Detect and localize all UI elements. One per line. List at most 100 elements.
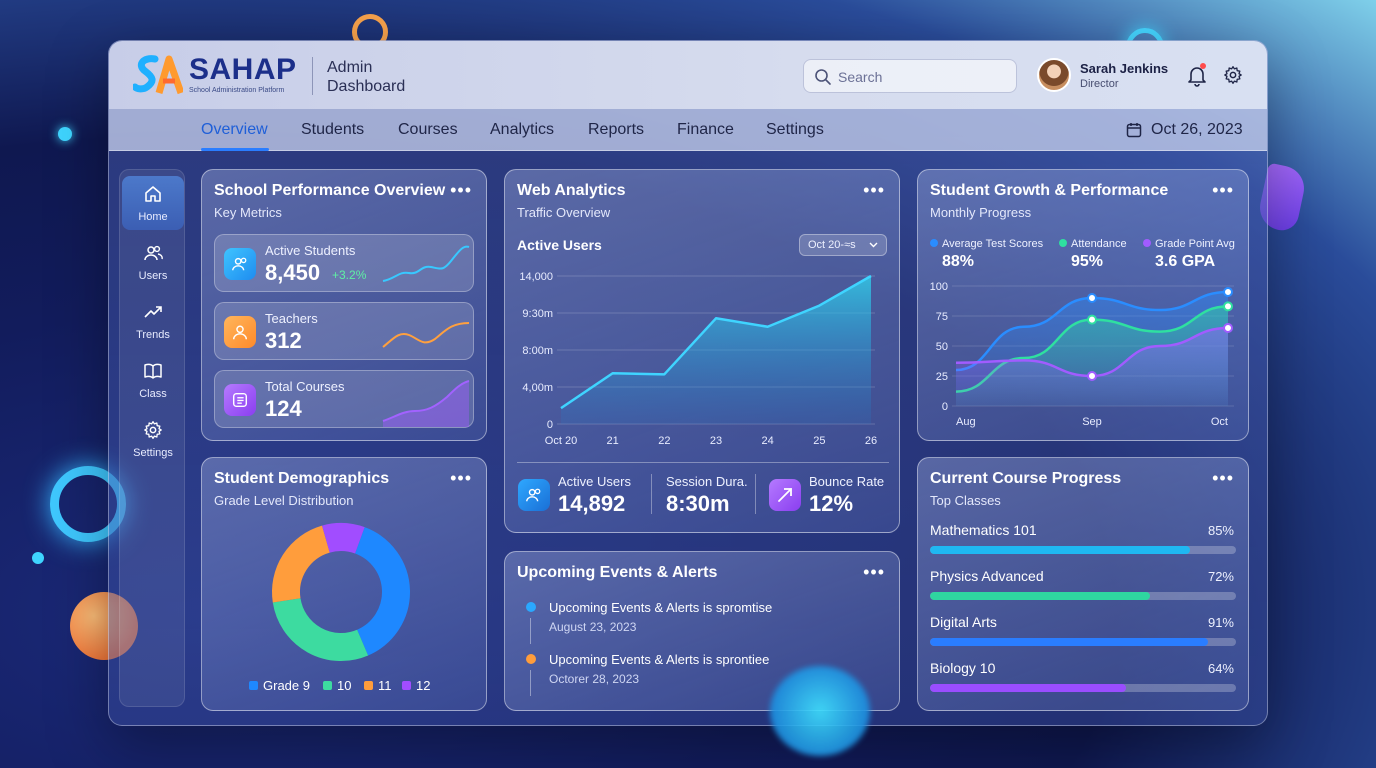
more-menu-button[interactable]: •••: [450, 468, 472, 488]
stat-icon-box: [518, 479, 550, 511]
metric-teachers[interactable]: Teachers 312: [214, 302, 474, 360]
stat-value: 14,892: [558, 491, 626, 516]
progress-track: [930, 592, 1236, 600]
metric-active-students[interactable]: Active Students 8,450 +3.2%: [214, 234, 474, 292]
data-point: [1087, 371, 1097, 381]
stat-label: Active Users: [558, 474, 631, 489]
tab-settings[interactable]: Settings: [766, 121, 824, 138]
course-percent: 72%: [1207, 569, 1234, 584]
metric-total-courses[interactable]: Total Courses 124: [214, 370, 474, 428]
app-title-line2: Dashboard: [327, 78, 406, 95]
search-input[interactable]: [838, 67, 1008, 87]
brand-name: SAHAP: [189, 53, 297, 86]
calendar-icon: [1126, 123, 1142, 138]
legend-swatch: [402, 681, 411, 690]
progress-track: [930, 638, 1236, 646]
metric-icon-box: [224, 248, 256, 280]
gear-icon[interactable]: [1223, 65, 1243, 85]
more-menu-button[interactable]: •••: [1212, 180, 1234, 200]
legend-label: 12: [416, 678, 431, 693]
course-percent: 85%: [1207, 523, 1234, 538]
donut-slice: [354, 527, 410, 656]
stat-label: Bounce Rate: [809, 474, 885, 489]
donut-slice: [322, 523, 365, 554]
sidebar-item-label: Class: [139, 388, 167, 400]
sidebar-item-class[interactable]: Class: [122, 353, 184, 407]
metric-label: Teachers: [265, 311, 318, 326]
tab-reports[interactable]: Reports: [588, 121, 645, 138]
legend-label: Grade Point Avg: [1155, 238, 1235, 250]
sidebar-item-home[interactable]: Home: [122, 176, 184, 230]
event-title[interactable]: Upcoming Events & Alerts is sprontiee: [549, 652, 769, 667]
x-tick-label: 21: [607, 435, 619, 447]
data-point: [1087, 314, 1097, 325]
y-tick-label: 9:30m: [522, 308, 553, 320]
chart-title: Active Users: [517, 237, 602, 253]
event-marker: [526, 654, 536, 664]
x-tick-label: 26: [865, 435, 877, 447]
search-box[interactable]: [803, 59, 1017, 93]
legend-swatch: [930, 239, 938, 247]
user-name[interactable]: Sarah Jenkins: [1080, 61, 1169, 76]
sidebar-item-trends[interactable]: Trends: [122, 294, 184, 348]
data-point: [1223, 301, 1233, 312]
x-tick-label: 22: [658, 435, 670, 447]
more-menu-button[interactable]: •••: [1212, 468, 1234, 488]
legend-label: 10: [337, 678, 352, 693]
tab-students[interactable]: Students: [301, 121, 365, 138]
legend-swatch: [1143, 239, 1151, 247]
y-tick-label: 75: [936, 311, 948, 323]
event-date: August 23, 2023: [549, 620, 637, 634]
chevron-down-icon: [869, 242, 878, 248]
avatar[interactable]: [1037, 58, 1071, 92]
series-line: [560, 274, 872, 410]
tab-overview[interactable]: Overview: [201, 121, 268, 138]
tab-courses[interactable]: Courses: [398, 121, 458, 138]
home-icon: [145, 186, 161, 202]
demographics-card: Student Demographics Grade Level Distrib…: [201, 457, 487, 711]
divider: [651, 474, 652, 514]
sparkline: [382, 380, 470, 427]
user-icon: [232, 325, 248, 340]
card-title: Upcoming Events & Alerts: [517, 564, 718, 581]
timeline-line: [530, 670, 531, 696]
bell-icon[interactable]: [1187, 65, 1207, 87]
more-menu-button[interactable]: •••: [863, 180, 885, 200]
card-title: Web Analytics: [517, 182, 626, 199]
tab-analytics[interactable]: Analytics: [490, 121, 555, 138]
top-bar: SAHAP School Administration Platform Adm…: [109, 41, 1267, 109]
legend-label: Attendance: [1071, 238, 1127, 250]
course-percent: 64%: [1207, 661, 1234, 676]
brand-tagline: School Administration Platform: [189, 87, 285, 94]
list-icon: [232, 392, 248, 408]
y-tick-label: 8:00m: [522, 345, 553, 357]
card-title: Current Course Progress: [930, 470, 1122, 487]
metric-label: Active Students: [265, 243, 356, 258]
app-title-line1: Admin: [327, 59, 373, 76]
stat-value: 12%: [809, 491, 854, 516]
legend-value: 3.6 GPA: [1155, 253, 1216, 270]
x-tick-label: Sep: [1082, 416, 1102, 428]
date-range-select[interactable]: Oct 20-≈s: [799, 234, 887, 256]
card-title: Student Growth & Performance: [930, 182, 1169, 199]
user-role: Director: [1080, 78, 1119, 90]
data-point: [1223, 287, 1233, 297]
tab-finance[interactable]: Finance: [677, 121, 734, 138]
progress-track: [930, 546, 1236, 554]
more-menu-button[interactable]: •••: [863, 562, 885, 582]
legend-item: Grade Point Avg: [1143, 238, 1235, 250]
sidebar-item-settings[interactable]: Settings: [122, 412, 184, 466]
progress-fill: [930, 546, 1191, 554]
card-subtitle: Monthly Progress: [930, 205, 1032, 220]
growth-card: Student Growth & Performance Monthly Pro…: [917, 169, 1249, 441]
divider: [312, 57, 313, 95]
more-menu-button[interactable]: •••: [450, 180, 472, 200]
events-card: Upcoming Events & Alerts ••• Upcoming Ev…: [504, 551, 900, 711]
event-title[interactable]: Upcoming Events & Alerts is spromtise: [549, 600, 772, 615]
y-tick-label: 0: [942, 401, 948, 413]
sidebar-item-users[interactable]: Users: [122, 235, 184, 289]
metric-value: 124: [265, 396, 302, 421]
legend-swatch: [323, 681, 332, 690]
sidebar-item-label: Users: [138, 270, 168, 282]
event-title-main: Upcoming Events & Alerts: [549, 600, 700, 615]
